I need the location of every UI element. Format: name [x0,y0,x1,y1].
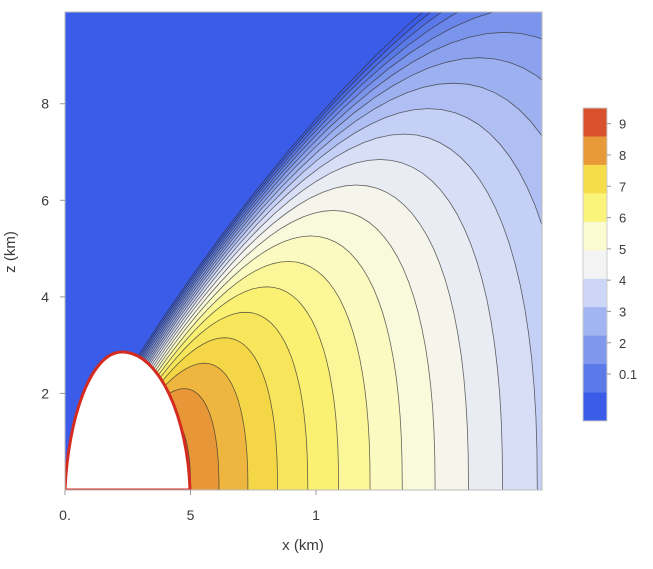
legend-label-7: 8 [619,148,626,163]
legend-label-4: 5 [619,242,626,257]
legend-label-8: 9 [619,117,626,132]
legend-swatch-0 [583,108,607,137]
legend-label-5: 6 [619,211,626,226]
x-axis-label: x (km) [282,537,324,554]
legend-swatch-9 [583,364,607,394]
y-tick-label-2: 6 [41,192,49,208]
legend-label-1: 2 [619,336,626,351]
legend-swatch-7 [583,307,607,337]
legend-swatch-2 [583,164,607,194]
legend-swatch-6 [583,278,607,308]
legend-swatch-4 [583,221,607,251]
obstacle [65,350,192,490]
legend-label-6: 7 [619,179,626,194]
legend-swatch-10 [583,392,607,422]
legend-frame [582,107,608,422]
legend-swatch-1 [583,136,607,166]
legend-swatch-8 [583,335,607,365]
plot-frame [64,11,543,491]
legend-swatch-3 [583,193,607,223]
plot-area [65,12,542,490]
x-tick-label-2: 1 [312,507,320,523]
contour-field [65,12,542,490]
y-tick-label-1: 4 [41,289,49,305]
legend-label-3: 4 [619,273,626,288]
y-tick-label-0: 2 [41,385,49,401]
x-tick-label-0: 0. [59,507,71,523]
y-tick-label-3: 8 [41,96,49,112]
axes: 0. 5 1 2 4 6 8 [41,11,543,523]
legend-label-2: 3 [619,304,626,319]
legend: 0.1 2 3 4 5 6 7 8 9 [582,107,637,422]
y-axis-label: z (km) [2,231,19,273]
legend-label-0: 0.1 [619,367,637,382]
legend-swatch-5 [583,250,607,280]
x-tick-label-1: 5 [187,507,195,523]
